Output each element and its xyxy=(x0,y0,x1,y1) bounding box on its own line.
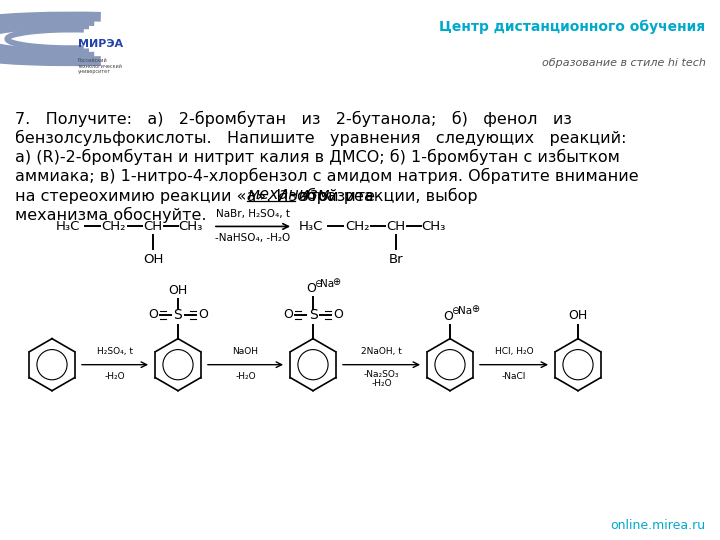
Text: ⊕: ⊕ xyxy=(471,303,479,314)
Text: образование в стиле hi tech: образование в стиле hi tech xyxy=(541,58,706,68)
Text: -NaCl: -NaCl xyxy=(502,372,526,381)
Text: механизма обоснуйте.: механизма обоснуйте. xyxy=(15,206,207,222)
Text: -H₂O: -H₂O xyxy=(235,372,256,381)
Text: ⊖: ⊖ xyxy=(314,279,322,288)
Text: аммиака; в) 1-нитро-4-хлорбензол с амидом натрия. Обратите внимание: аммиака; в) 1-нитро-4-хлорбензол с амидо… xyxy=(15,168,639,185)
Text: O: O xyxy=(283,308,293,321)
Text: H₃C: H₃C xyxy=(299,220,323,233)
Text: CH₃: CH₃ xyxy=(420,220,445,233)
Text: CH₂: CH₂ xyxy=(102,220,126,233)
Text: online.mirea.ru: online.mirea.ru xyxy=(610,519,705,532)
Polygon shape xyxy=(0,63,720,146)
Text: Br: Br xyxy=(389,253,403,266)
Text: OH: OH xyxy=(168,284,188,297)
Text: 2NaOH, t: 2NaOH, t xyxy=(361,347,402,356)
Text: механизм: механизм xyxy=(247,187,330,202)
Text: -NaHSO₄, -H₂O: -NaHSO₄, -H₂O xyxy=(215,233,291,244)
Text: 7.   Получите:   а)   2-бромбутан   из   2-бутанола;   б)   фенол   из: 7. Получите: а) 2-бромбутан из 2-бутанол… xyxy=(15,111,572,127)
Text: МИРЭА: МИРЭА xyxy=(78,39,123,49)
Text: HCl, H₂O: HCl, H₂O xyxy=(495,347,534,356)
Text: O: O xyxy=(443,310,453,323)
Text: ⊖: ⊖ xyxy=(451,306,459,315)
Text: -H₂O: -H₂O xyxy=(104,372,125,381)
Text: H₂SO₄, t: H₂SO₄, t xyxy=(97,347,133,356)
Text: Российский
технологический
университет: Российский технологический университет xyxy=(78,58,122,75)
Text: на стереохимию реакции «а». Изобразите: на стереохимию реакции «а». Изобразите xyxy=(15,187,380,204)
Text: O: O xyxy=(198,308,208,321)
Text: O: O xyxy=(333,308,343,321)
Text: NaBr, H₂SO₄, t: NaBr, H₂SO₄, t xyxy=(216,210,290,219)
Text: ⊕: ⊕ xyxy=(332,276,340,287)
Text: Центр дистанционного обучения: Центр дистанционного обучения xyxy=(439,20,706,35)
Text: O: O xyxy=(306,282,316,295)
Text: -Na₂SO₃: -Na₂SO₃ xyxy=(364,370,400,379)
Text: CH: CH xyxy=(387,220,405,233)
Text: CH₃: CH₃ xyxy=(178,220,202,233)
Text: CH: CH xyxy=(143,220,163,233)
Text: этой реакции, выбор: этой реакции, выбор xyxy=(295,187,477,204)
Text: S: S xyxy=(174,308,182,322)
Text: H₃C: H₃C xyxy=(56,220,80,233)
Text: Na: Na xyxy=(320,279,334,288)
Text: OH: OH xyxy=(143,253,163,266)
Text: CH₂: CH₂ xyxy=(345,220,369,233)
Text: S: S xyxy=(309,308,318,322)
Text: -H₂O: -H₂O xyxy=(372,379,392,388)
Text: OH: OH xyxy=(568,309,588,322)
Text: бензолсульфокислоты.   Напишите   уравнения   следующих   реакций:: бензолсульфокислоты. Напишите уравнения … xyxy=(15,130,626,146)
Text: а) (R)-2-бромбутан и нитрит калия в ДМСО; б) 1-бромбутан с избытком: а) (R)-2-бромбутан и нитрит калия в ДМСО… xyxy=(15,149,620,165)
Text: Na: Na xyxy=(458,306,472,315)
Text: O: O xyxy=(148,308,158,321)
Text: NaOH: NaOH xyxy=(233,347,258,356)
